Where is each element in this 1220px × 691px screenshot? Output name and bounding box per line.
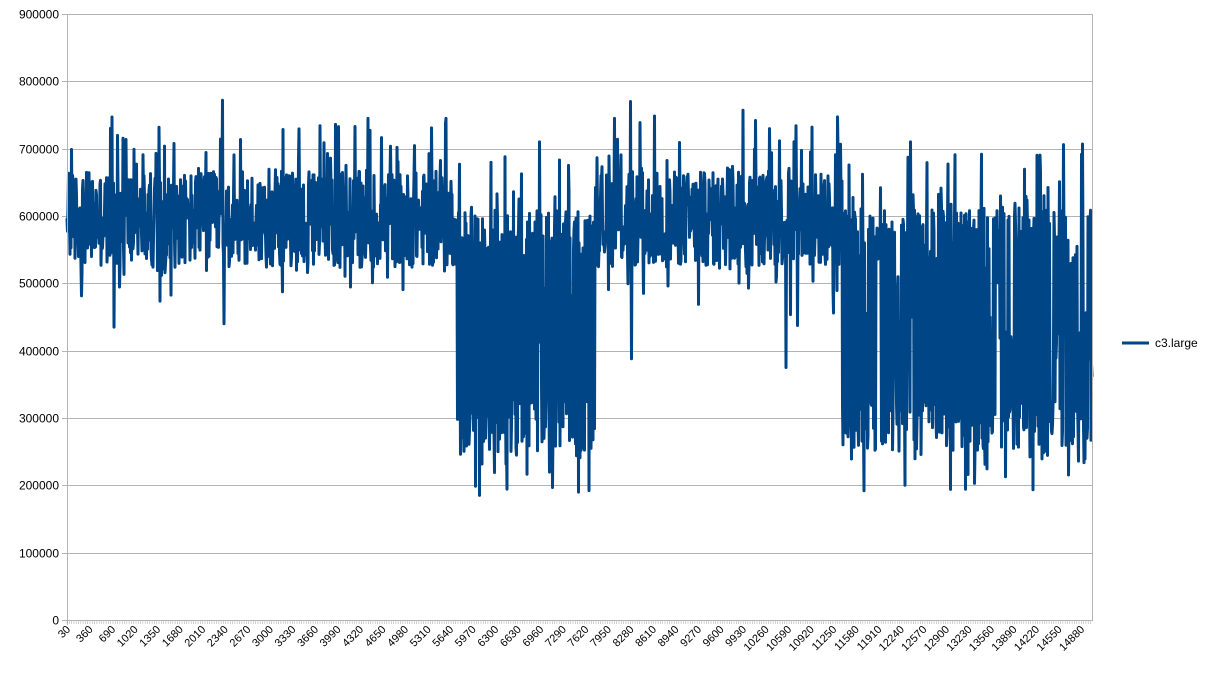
y-tick-label: 400000 — [19, 345, 59, 359]
x-tick-label: 7620 — [566, 624, 592, 650]
x-tick-label: 3660 — [295, 624, 321, 650]
y-tick-label: 900000 — [19, 8, 59, 22]
x-tick-label: 8280 — [611, 624, 637, 650]
y-axis: 0 100000 200000 300000 400000 500000 600000 700… — [19, 8, 59, 628]
series-c3-large — [65, 98, 1094, 497]
x-tick-label: 11250 — [810, 624, 840, 654]
y-tick-label: 600000 — [19, 210, 59, 224]
x-tick-label: 14880 — [1057, 624, 1087, 654]
x-tick-label: 3330 — [273, 624, 299, 650]
x-tick-label: 4980 — [385, 624, 411, 650]
x-tick-label: 1020 — [115, 624, 141, 650]
y-tick-label: 200000 — [19, 479, 59, 493]
x-tick-label: 6630 — [498, 624, 524, 650]
legend-label-c3-large: c3.large — [1155, 336, 1198, 350]
x-tick-label: 360 — [74, 624, 95, 645]
x-tick-label: 6960 — [521, 624, 547, 650]
y-tick-label: 300000 — [19, 412, 59, 426]
x-tick-label: 4650 — [363, 624, 389, 650]
x-tick-label: 9600 — [701, 624, 727, 650]
x-tick-label: 4320 — [340, 624, 366, 650]
y-tick-label: 100000 — [19, 547, 59, 561]
y-tick-label: 500000 — [19, 277, 59, 291]
x-axis: 30 360 69010201350168020102340267030003330… — [56, 620, 1091, 654]
x-tick-label: 3000 — [250, 624, 276, 650]
series-line — [65, 98, 1094, 497]
x-tick-label: 6300 — [476, 624, 502, 650]
x-tick-label: 2670 — [228, 624, 254, 650]
x-tick-label: 8940 — [656, 624, 682, 650]
x-tick-label: 7950 — [588, 624, 614, 650]
x-tick-label: 7290 — [543, 624, 569, 650]
x-tick-label: 5310 — [408, 624, 434, 650]
x-tick-label: 5640 — [430, 624, 456, 650]
x-tick-label: 11580 — [832, 624, 862, 654]
x-tick-label: 1680 — [160, 624, 186, 650]
y-tick-label: 700000 — [19, 143, 59, 157]
x-tick-label: 2010 — [183, 624, 209, 650]
y-tick-label: 800000 — [19, 75, 59, 89]
legend: c3.large — [1122, 336, 1198, 350]
x-tick-label: 1350 — [137, 624, 163, 650]
x-tick-label: 9270 — [678, 624, 704, 650]
x-tick-label: 2340 — [205, 624, 231, 650]
x-tick-label: 3990 — [318, 624, 344, 650]
x-tick-label: 5970 — [453, 624, 479, 650]
x-tick-label: 8610 — [633, 624, 659, 650]
y-tick-label: 0 — [52, 614, 59, 628]
x-tick-label: 10920 — [787, 624, 817, 654]
